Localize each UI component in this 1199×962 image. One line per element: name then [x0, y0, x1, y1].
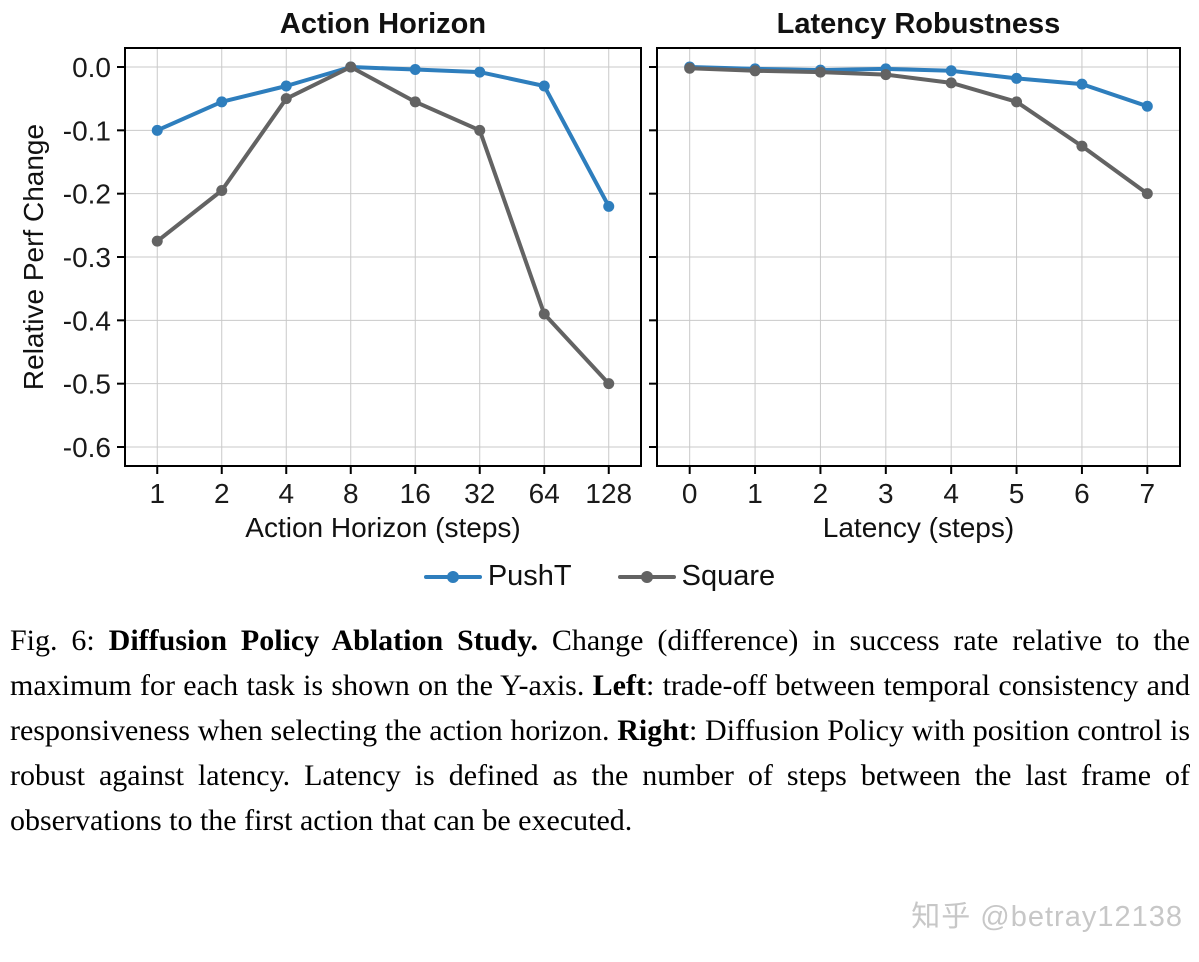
square-marker: [345, 61, 357, 73]
watermark: 知乎 @betray12138: [911, 901, 1183, 933]
y-tick-label: -0.3: [63, 242, 111, 273]
legend-entry-pusht: PushT: [423, 560, 572, 593]
square-marker: [1141, 188, 1153, 200]
caption-segment: Change (difference) in success rate rela…: [10, 624, 1190, 702]
right-chart-title: Latency Robustness: [776, 8, 1061, 40]
pusht-marker: [538, 80, 550, 92]
caption-segment: Diffusion Policy Ablation Study.: [108, 624, 538, 657]
x-tick-label: 4: [278, 478, 294, 509]
legend-entry-square: Square: [617, 560, 776, 593]
x-tick-label: 4: [943, 478, 959, 509]
square-marker: [216, 185, 228, 196]
square-marker: [814, 66, 826, 78]
square-marker: [151, 235, 163, 247]
square-marker: [1011, 96, 1023, 108]
y-tick-label: -0.5: [63, 369, 111, 400]
square-line: [155, 65, 611, 386]
square-marker: [684, 62, 696, 74]
y-tick-label: -0.2: [63, 179, 111, 210]
legend-label-square: Square: [681, 560, 776, 592]
square-line-marker-icon: [617, 570, 676, 583]
action-horizon-plot: 1 2 4 8 16 32 64 128 0.0 -0.1 -0.2 -0.3 -0.4 -0.5 -0.6: [63, 47, 642, 509]
pusht-marker: [151, 124, 163, 136]
x-tick-label: 64: [529, 478, 560, 509]
pusht-marker: [1141, 100, 1153, 112]
pusht-marker: [603, 200, 615, 212]
x-tick-label: 8: [343, 478, 359, 509]
square-marker: [880, 69, 892, 81]
pusht-marker: [1011, 72, 1023, 84]
pusht-dot-icon: [446, 570, 459, 583]
x-tick-label: 32: [464, 478, 495, 509]
x-tick-label: 2: [813, 478, 829, 509]
x-tick-label: 16: [400, 478, 431, 509]
square-marker: [603, 378, 615, 390]
square-series: [684, 62, 1153, 200]
y-tick-label: 0.0: [72, 52, 111, 83]
pusht-marker: [216, 96, 228, 108]
x-tick-label: 1: [747, 478, 763, 509]
caption-segment: Left: [592, 669, 646, 702]
y-axis-label: Relative Perf Change: [18, 123, 49, 391]
square-line: [687, 66, 1150, 196]
x-tick-label: 128: [585, 478, 632, 509]
square-dot-icon: [640, 570, 653, 583]
square-marker: [474, 124, 486, 136]
left-chart-title: Action Horizon: [279, 8, 487, 40]
pusht-line-marker-icon: [423, 570, 482, 583]
square-marker: [749, 65, 761, 77]
caption-segment: Fig. 6:: [10, 624, 109, 657]
x-tick-label: 3: [878, 478, 894, 509]
x-tick-label: 1: [149, 478, 165, 509]
latency-robustness-plot: 0 1 2 3 4 5 6 7: [649, 47, 1181, 509]
x-tick-label: 7: [1140, 478, 1156, 509]
square-marker: [1076, 140, 1088, 152]
square-marker: [538, 308, 550, 320]
chart-legend: PushT Square: [0, 560, 1199, 593]
caption-segment: : Diffusion Policy with position control…: [10, 714, 1190, 837]
right-x-axis-label: Latency (steps): [822, 512, 1015, 543]
square-marker: [409, 96, 421, 108]
left-x-axis-label: Action Horizon (steps): [245, 512, 521, 543]
pusht-marker: [280, 80, 292, 92]
square-series: [151, 61, 615, 390]
legend-label-pusht: PushT: [487, 560, 572, 592]
pusht-marker: [474, 66, 486, 78]
caption-segment: : trade-off between temporal consistency…: [10, 669, 1190, 747]
x-tick-label: 2: [214, 478, 230, 509]
x-tick-label: 5: [1009, 478, 1025, 509]
ablation-charts-canvas: 1 2 4 8 16 32 64 1280.0-0.1-0.2-0.3-0.4-0.5-0.6…: [63, 47, 1181, 509]
y-tick-label: -0.4: [63, 305, 111, 336]
x-tick-label: 6: [1074, 478, 1090, 509]
pusht-marker: [1076, 78, 1088, 90]
x-tick-label: 0: [682, 478, 698, 509]
pusht-line: [155, 65, 611, 209]
pusht-marker: [945, 65, 957, 77]
pusht-marker: [409, 64, 421, 76]
y-tick-label: -0.6: [63, 432, 111, 463]
figure-caption: Fig. 6: Diffusion Policy Ablation Study.…: [10, 618, 1190, 843]
caption-segment: Right: [617, 714, 689, 747]
square-marker: [280, 93, 292, 105]
square-marker: [945, 77, 957, 89]
y-tick-label: -0.1: [63, 115, 111, 146]
